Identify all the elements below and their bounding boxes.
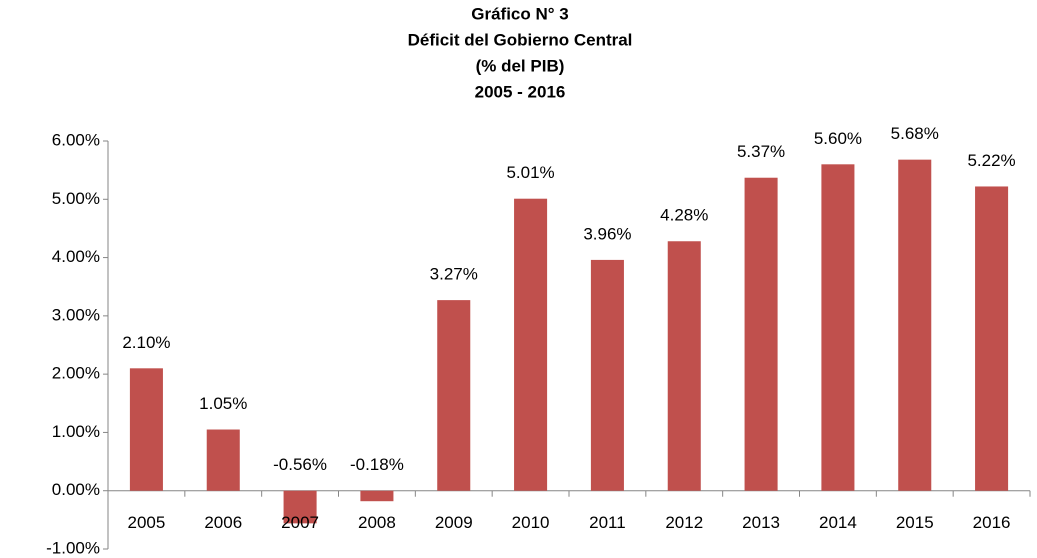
x-tick-label: 2007	[281, 513, 319, 532]
bar	[898, 159, 932, 491]
chart-title: (% del PIB)	[476, 56, 565, 75]
chart-title: 2005 - 2016	[475, 82, 566, 101]
data-label: -0.18%	[350, 455, 404, 474]
data-label: 3.27%	[430, 265, 478, 284]
bar	[283, 490, 317, 524]
bar	[514, 198, 548, 491]
bar	[437, 300, 471, 491]
x-tick-label: 2005	[128, 513, 166, 532]
y-tick-label: 6.00%	[52, 130, 100, 149]
y-tick-label: 5.00%	[52, 189, 100, 208]
y-tick-label: 4.00%	[52, 247, 100, 266]
data-label: 5.60%	[814, 129, 862, 148]
bar	[129, 368, 163, 491]
chart-title: Gráfico N° 3	[471, 4, 569, 23]
data-label: 5.22%	[967, 151, 1015, 170]
y-tick-label: 3.00%	[52, 305, 100, 324]
chart-title: Déficit del Gobierno Central	[408, 30, 633, 49]
y-tick-label: 2.00%	[52, 364, 100, 383]
data-label: 2.10%	[122, 333, 170, 352]
data-label: 4.28%	[660, 206, 708, 225]
data-label: 5.01%	[506, 163, 554, 182]
bar	[821, 164, 855, 491]
data-label: 5.68%	[891, 124, 939, 143]
data-label: 5.37%	[737, 142, 785, 161]
bar	[667, 241, 701, 491]
x-tick-label: 2011	[589, 513, 626, 532]
y-tick-label: -1.00%	[46, 538, 100, 557]
y-tick-label: 1.00%	[52, 422, 100, 441]
x-tick-label: 2006	[204, 513, 242, 532]
x-tick-label: 2010	[512, 513, 550, 532]
y-tick-label: 0.00%	[52, 480, 100, 499]
bar	[206, 429, 240, 491]
data-label: 3.96%	[583, 224, 631, 243]
bar	[360, 490, 394, 502]
data-label: -0.56%	[273, 455, 327, 474]
x-tick-label: 2009	[435, 513, 473, 532]
x-tick-label: 2013	[742, 513, 780, 532]
x-tick-label: 2015	[896, 513, 934, 532]
bar	[590, 259, 624, 491]
bar	[975, 186, 1009, 491]
data-label: 1.05%	[199, 394, 247, 413]
x-tick-label: 2014	[819, 513, 857, 532]
x-tick-label: 2016	[973, 513, 1011, 532]
bar	[744, 177, 778, 491]
x-tick-label: 2008	[358, 513, 396, 532]
x-tick-label: 2012	[665, 513, 703, 532]
